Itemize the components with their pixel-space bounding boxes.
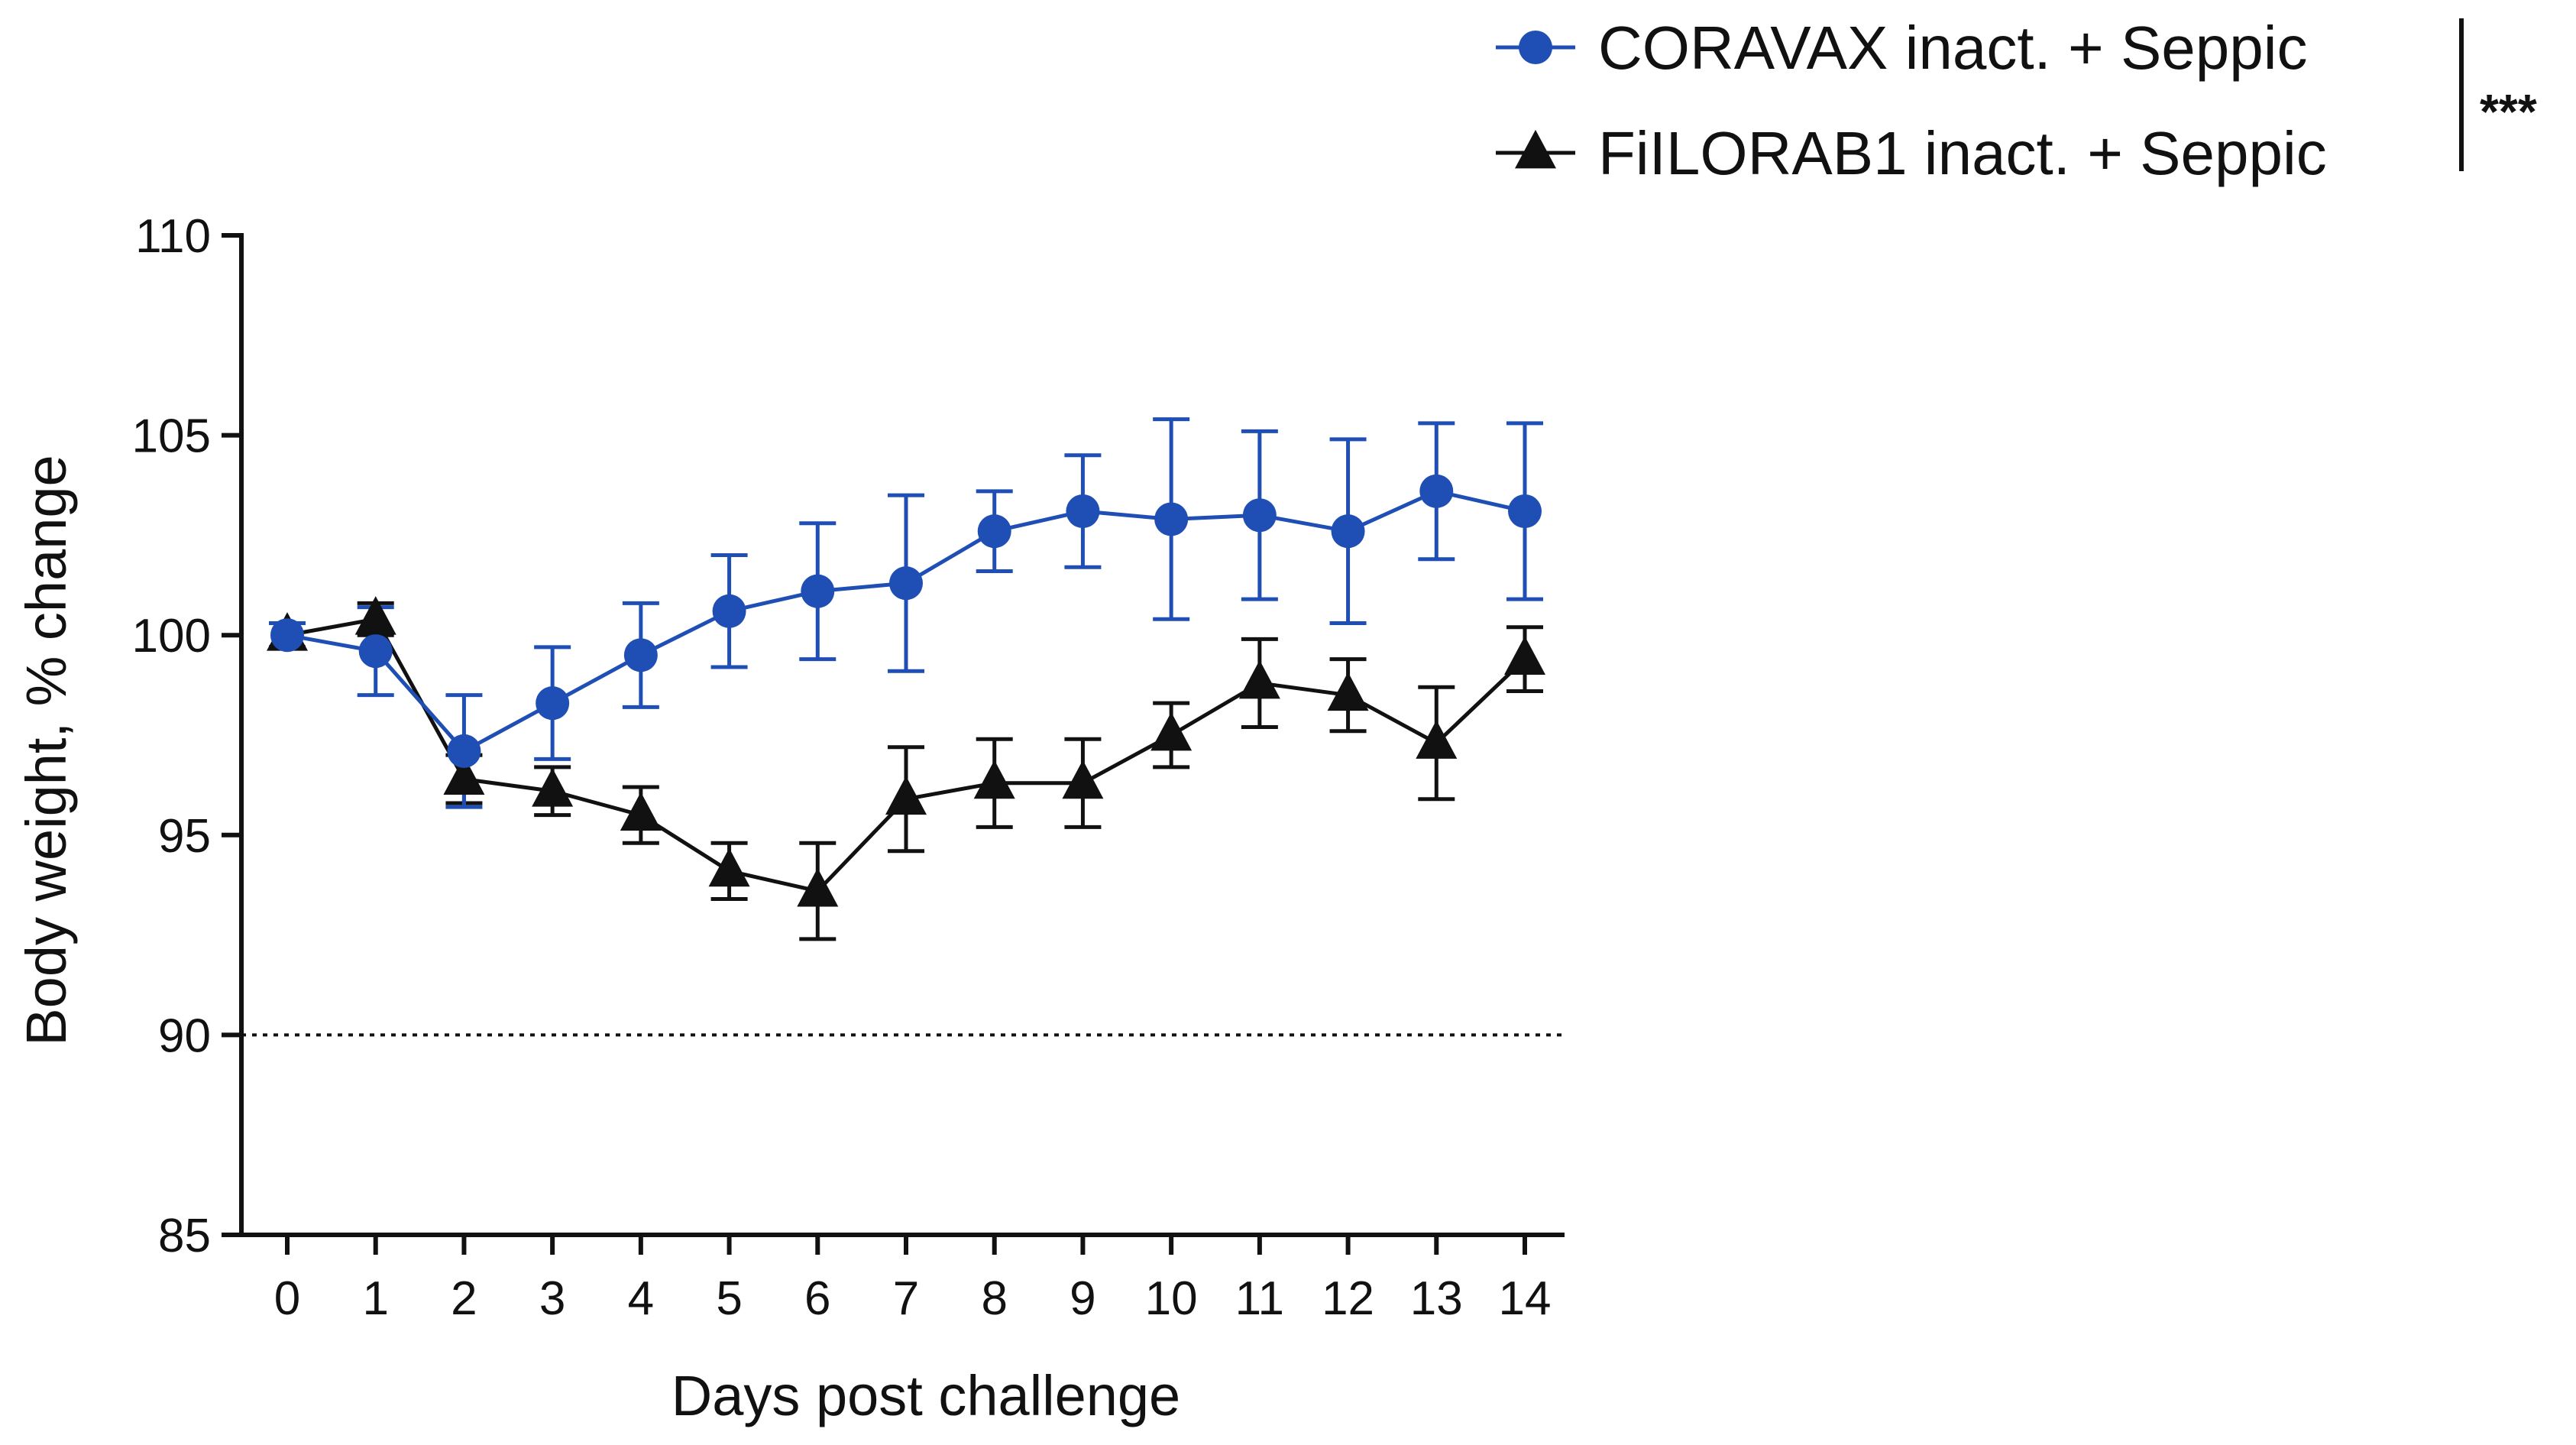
y-tick-label: 90 <box>158 1009 211 1062</box>
data-point-coravax <box>623 638 658 672</box>
data-point-fiilorab1 <box>885 776 927 815</box>
data-point-coravax <box>536 686 570 721</box>
y-tick-label: 95 <box>158 810 211 863</box>
data-point-coravax <box>712 594 746 628</box>
data-point-coravax <box>889 566 923 601</box>
data-point-coravax <box>1154 502 1189 536</box>
data-point-fiilorab1 <box>1504 636 1545 676</box>
legend-marker-fiilorab1 <box>1515 129 1556 169</box>
x-tick-label: 4 <box>628 1272 654 1325</box>
data-point-coravax <box>447 734 481 768</box>
data-point-fiilorab1 <box>973 760 1015 799</box>
x-tick-label: 6 <box>804 1272 830 1325</box>
markers-layer <box>267 474 1545 907</box>
data-point-fiilorab1 <box>1327 672 1369 711</box>
x-tick-label: 7 <box>893 1272 919 1325</box>
legend: CORAVAX inact. + Seppic FiILORAB1 inact. … <box>1496 14 2464 187</box>
data-point-coravax <box>1242 498 1277 533</box>
legend-marker-coravax <box>1519 31 1552 64</box>
x-tick-label: 9 <box>1070 1272 1095 1325</box>
significance-label: *** <box>2480 84 2537 139</box>
data-point-fiilorab1 <box>354 596 396 635</box>
data-point-coravax <box>977 514 1011 549</box>
data-point-fiilorab1 <box>797 867 839 907</box>
error-bars-layer <box>269 417 1543 941</box>
x-axis-title: Days post challenge <box>672 1364 1180 1427</box>
data-point-coravax <box>1331 514 1365 549</box>
data-point-coravax <box>1066 494 1100 529</box>
data-point-coravax <box>1508 494 1542 529</box>
data-point-fiilorab1 <box>532 768 574 807</box>
data-point-coravax <box>358 634 393 669</box>
data-point-fiilorab1 <box>620 792 662 831</box>
x-tick-label: 11 <box>1235 1272 1284 1325</box>
y-tick-label: 85 <box>158 1210 211 1262</box>
x-tick-label: 3 <box>539 1272 565 1325</box>
data-point-fiilorab1 <box>708 847 750 887</box>
data-point-coravax <box>270 618 304 653</box>
y-axis-title: Body weight, % change <box>15 455 78 1045</box>
x-tick-label: 5 <box>716 1272 742 1325</box>
x-tick-label: 13 <box>1410 1272 1463 1325</box>
x-tick-label: 2 <box>451 1272 477 1325</box>
x-tick-label: 0 <box>274 1272 300 1325</box>
x-tick-label: 1 <box>362 1272 388 1325</box>
x-tick-label: 12 <box>1322 1272 1374 1325</box>
legend-label-fiilorab1: FiILORAB1 inact. + Seppic <box>1598 119 2327 187</box>
data-point-fiilorab1 <box>443 756 485 795</box>
data-point-fiilorab1 <box>1238 659 1280 699</box>
x-tick-label: 8 <box>981 1272 1007 1325</box>
data-point-coravax <box>1419 474 1454 508</box>
x-tick-label: 14 <box>1499 1272 1552 1325</box>
data-point-fiilorab1 <box>1416 720 1458 759</box>
data-point-fiilorab1 <box>1150 711 1193 751</box>
data-point-coravax <box>801 574 835 608</box>
data-point-fiilorab1 <box>1062 760 1104 799</box>
y-tick-label: 100 <box>132 610 211 663</box>
y-tick-label: 105 <box>132 410 211 463</box>
x-tick-label: 10 <box>1145 1272 1198 1325</box>
y-tick-label: 110 <box>135 210 211 263</box>
legend-label-coravax: CORAVAX inact. + Seppic <box>1598 14 2308 82</box>
